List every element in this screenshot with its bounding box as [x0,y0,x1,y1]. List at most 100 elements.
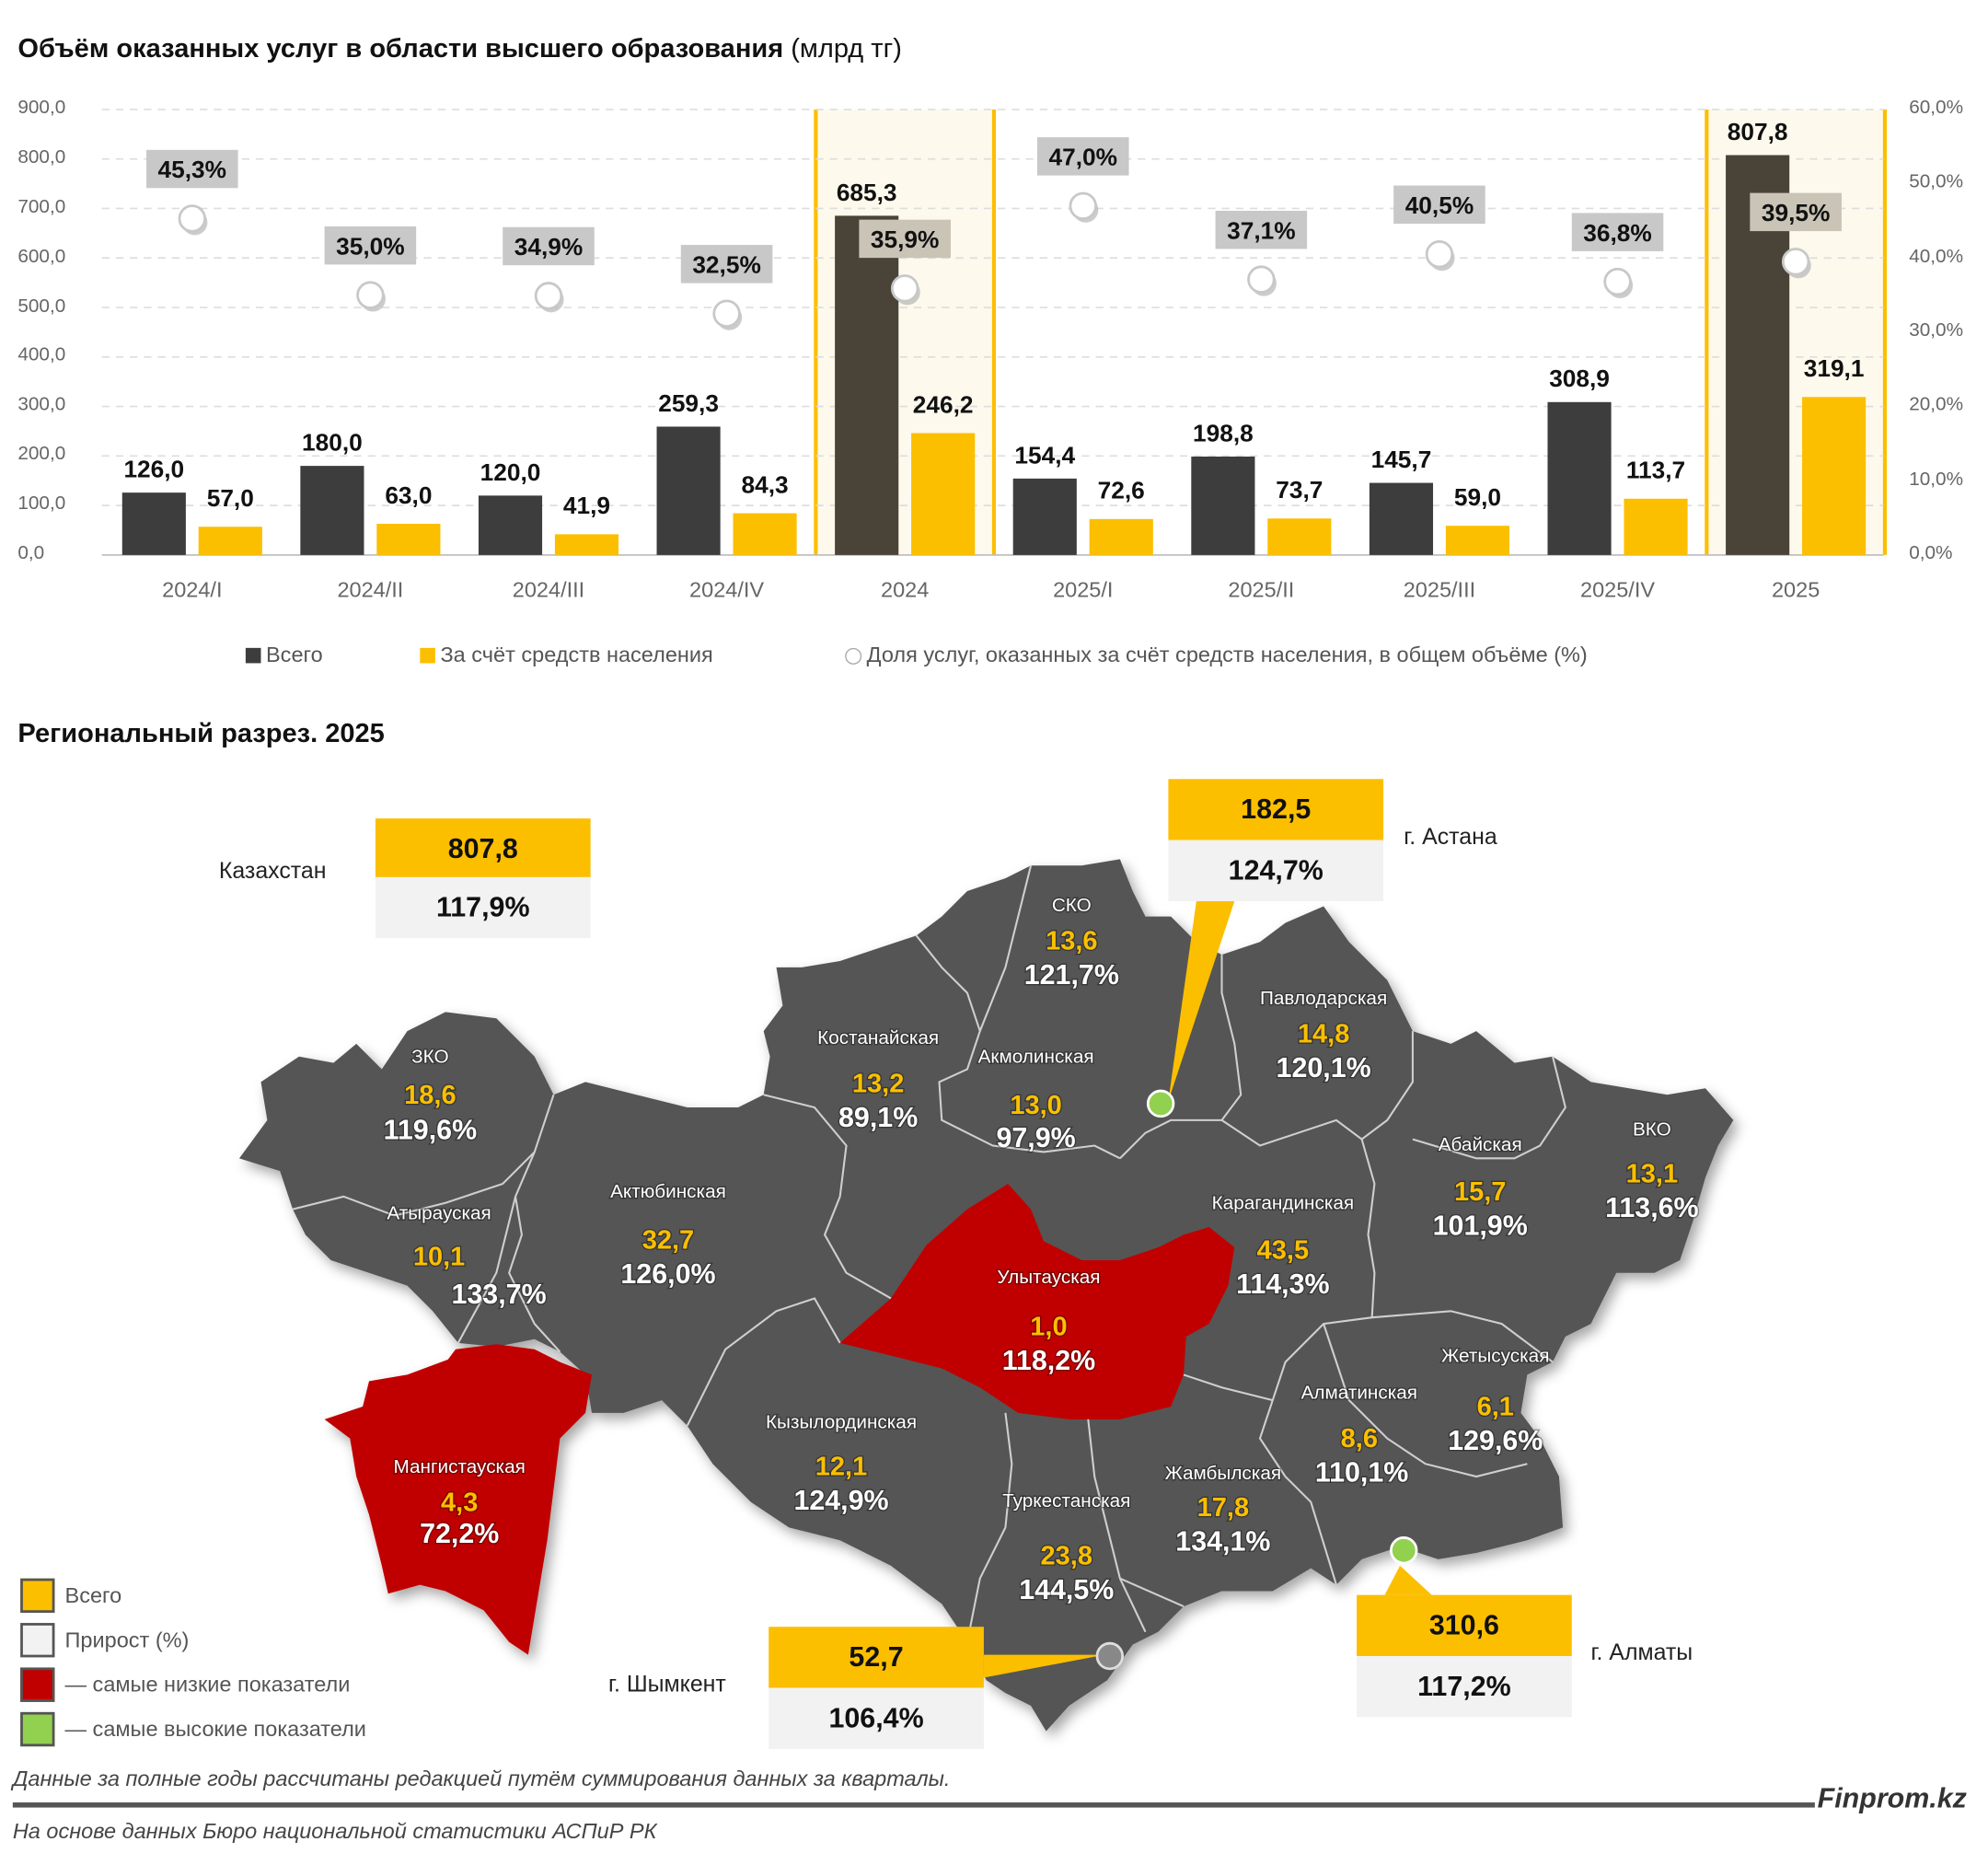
region-name: Жетысуская [1441,1346,1549,1367]
legend-label-population: За счёт средств населения [440,643,713,667]
region-growth: 124,9% [793,1485,888,1516]
region-name: Улытауская [997,1267,1100,1288]
region-value: 8,6 [1341,1424,1378,1454]
region-value: 13,2 [852,1069,904,1098]
legend-item-population: За счёт средств населения [420,643,713,668]
region-growth: 133,7% [451,1279,546,1310]
region-name: Алматинская [1301,1383,1417,1404]
y2-axis-tick: 20,0% [1909,393,1964,416]
x-axis-label: 2024/I [162,577,223,603]
bar-total [478,495,543,555]
share-point [890,274,919,303]
bar-total-label: 154,4 [1014,441,1075,469]
y-axis-tick: 500,0 [17,295,66,317]
region-value: 12,1 [815,1453,867,1482]
almaty-callout-growth: 117,2% [1357,1656,1572,1718]
map-region-akmola: Акмолинская 13,097,9% [977,1045,1095,1154]
region-name: Мангистауская [394,1456,526,1477]
y-axis-tick: 900,0 [17,97,66,119]
astana-marker-dot [1146,1089,1175,1118]
bar-population-label: 113,7 [1626,457,1685,484]
share-point [1425,240,1454,269]
y-axis-tick: 400,0 [17,343,66,366]
region-growth: 134,1% [1175,1525,1270,1557]
bar-total-label: 685,3 [837,179,897,206]
map-region-zko: ЗКО 18,6 119,6% [382,1045,478,1147]
share-point [1603,267,1632,296]
bar-population [1267,518,1332,555]
map-legend-low: — самые низкие показатели [20,1667,350,1702]
bar-total-label: 198,8 [1193,419,1254,446]
share-label: 34,9% [514,233,583,261]
bar-total [1547,401,1612,555]
y-axis-tick: 800,0 [17,145,66,168]
bar-population-label: 59,0 [1454,483,1501,511]
brand-logo: Finprom.kz [1817,1781,1967,1814]
y2-axis-tick: 0,0% [1909,542,1953,564]
region-growth: 126,0% [620,1258,715,1290]
share-point [1781,248,1810,276]
map-legend-swatch-low [20,1667,55,1702]
bar-population [554,534,619,555]
region-name: Павлодарская [1260,988,1387,1009]
bar-population [1089,518,1153,555]
map-legend-total: Всего [20,1578,122,1614]
region-value: 15,7 [1454,1177,1506,1207]
footer-note: Данные за полные годы рассчитаны редакци… [12,1767,951,1791]
bar-population-label: 84,3 [742,470,789,498]
bar-population-label: 319,1 [1804,354,1865,382]
almaty-callout-pointer [1384,1565,1432,1595]
shymkent-marker-dot [1095,1641,1125,1671]
region-value: 13,6 [1046,927,1097,956]
footer-source: На основе данных Бюро национальной стати… [12,1819,657,1844]
y-axis-tick: 700,0 [17,195,66,218]
bar-total-label: 180,0 [302,429,363,457]
map-legend-swatch-growth [20,1623,55,1658]
bar-total-label: 308,9 [1549,365,1610,392]
legend-swatch-population [420,647,435,664]
x-axis-label: 2025 [1771,577,1820,603]
map-legend-swatch-total [20,1578,55,1614]
footer-divider [12,1802,1815,1808]
share-label: 35,0% [336,232,404,260]
map-region-ulytau-shape [839,1184,1235,1419]
region-labels: СКО 13,6 121,7% ЗКО 18,6 119,6% Костанайская 13… [382,894,1700,1606]
kazakhstan-callout-name: Казахстан [218,858,327,884]
share-point [534,282,563,310]
region-name: ЗКО [411,1047,448,1068]
share-point [178,204,207,233]
y-axis-tick: 100,0 [17,492,66,515]
region-name: СКО [1052,895,1092,916]
y-axis-tick: 0,0 [17,542,45,564]
map-legend-label-total: Всего [64,1582,122,1607]
bar-total-label: 259,3 [658,389,719,417]
x-axis-label: 2025/IV [1580,577,1656,603]
share-label-box [146,149,238,189]
bar-total [1012,478,1077,555]
region-value: 1,0 [1030,1313,1067,1342]
map-legend-high: — самые высокие показатели [20,1711,366,1747]
region-growth: 89,1% [838,1102,918,1133]
bar-population-label: 73,7 [1276,476,1323,504]
region-name: Атырауская [387,1203,491,1224]
kazakhstan-callout-value: 807,8 [375,818,591,880]
bar-population [1624,498,1688,555]
share-label: 36,8% [1583,219,1651,247]
region-growth: 72,2% [420,1518,499,1549]
legend-item-share: Доля услуг, оказанных за счёт средств на… [845,643,1588,668]
region-name: Актюбинская [610,1181,726,1202]
map-region-kostanay: Костанайская 13,2 89,1% [816,1026,941,1135]
y2-axis-tick: 50,0% [1909,170,1964,193]
bar-total [1369,482,1434,555]
bar-total [300,466,364,555]
region-name: Туркестанская [1002,1490,1130,1512]
share-point [1247,265,1276,294]
region-name: Карагандинская [1212,1193,1355,1214]
bar-population-label: 63,0 [385,481,432,509]
region-growth: 129,6% [1448,1425,1543,1456]
map-region-ulytau: Улытауская 1,0 118,2% [996,1265,1102,1377]
x-axis-label: 2024 [881,577,930,603]
